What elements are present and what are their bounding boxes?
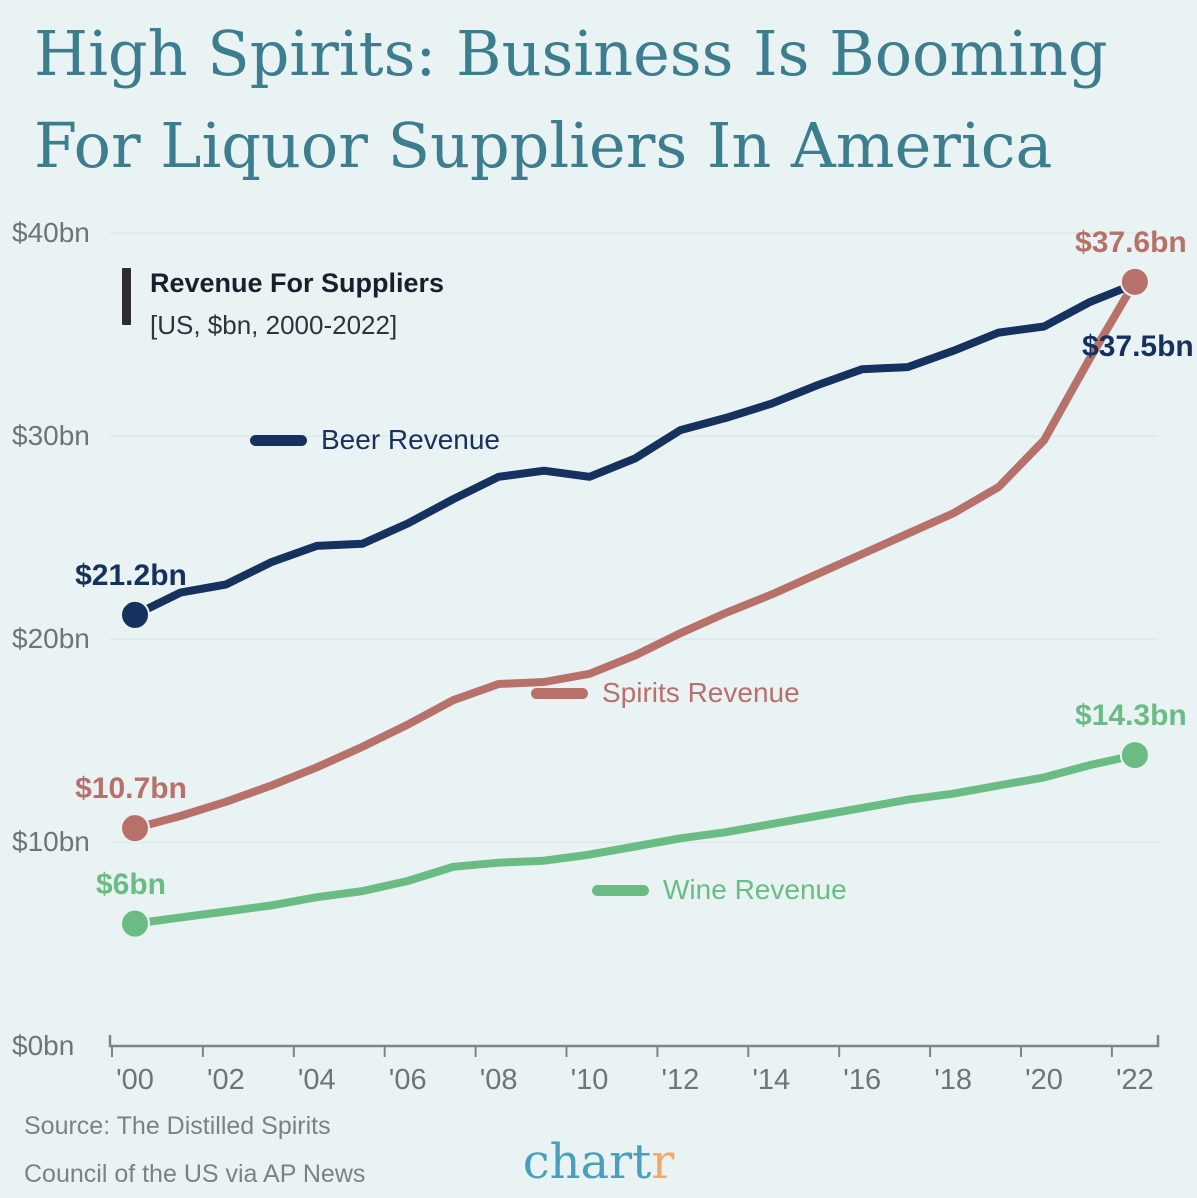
x-tick-label-2012: '12 [661,1064,700,1096]
spirits-revenue-line [131,277,1139,833]
beer-line-swatch-icon [250,434,307,446]
chartr-logo-accent: r [651,1134,675,1190]
beer-start-dot [120,599,150,630]
spirits-start-value-label: $10.7bn [75,772,187,806]
beer-revenue-line [131,279,1139,619]
legend-bar-icon [122,268,131,325]
legend-title: Revenue For Suppliers [150,268,445,298]
x-tick-label-2004: '04 [297,1064,336,1096]
chart-title-line-1: High Spirits: Business Is Booming [34,17,1108,90]
x-tick-label-2010: '10 [570,1064,609,1096]
x-tick-label-2008: '08 [479,1064,518,1096]
spirits-start-dot [120,813,150,844]
beer-end-value-label: $37.5bn [1082,329,1194,363]
chartr-logo-main: chart [522,1134,652,1190]
wine-start-dot [120,908,150,939]
beer-series-label: Beer Revenue [250,424,500,456]
x-tick-label-2000: '00 [116,1064,154,1096]
beer-series-name: Beer Revenue [321,424,501,455]
x-axis-line [108,1035,1160,1048]
wine-end-dot [1119,740,1150,771]
wine-start-value-label: $6bn [95,867,167,901]
chart-title: High Spirits: Business Is Booming For Li… [34,8,1108,192]
legend-subtitle: [US, $bn, 2000-2022] [150,310,398,340]
x-tick-label-2022: '22 [1115,1064,1154,1096]
source-attribution-line-1: Source: The Distilled Spirits [24,1112,331,1140]
source-attribution-line-2: Council of the US via AP News [24,1160,366,1188]
wine-series-label: Wine Revenue [592,874,847,906]
y-tick-label-0: $0bn [12,1029,75,1061]
beer-start-value-label: $21.2bn [75,558,187,592]
chartr-logo: chartr [0,1134,1197,1190]
y-tick-label-10: $10bn [12,826,90,858]
wine-revenue-line [131,751,1139,928]
x-tick-label-2014: '14 [752,1064,791,1096]
spirits-series-label: Spirits Revenue [531,677,800,709]
x-tick-label-2006: '06 [388,1064,427,1096]
x-tick-label-2002: '02 [206,1064,245,1096]
wine-line-swatch-icon [592,884,649,896]
spirits-line-swatch-icon [531,687,588,699]
spirits-series-name: Spirits Revenue [602,677,800,708]
x-tick-label-2018: '18 [934,1064,972,1096]
y-tick-label-20: $20bn [12,623,90,655]
y-tick-label-40: $40bn [12,217,90,249]
x-tick-label-2020: '20 [1025,1064,1063,1096]
wine-end-value-label: $14.3bn [1075,699,1187,733]
chart-title-line-2: For Liquor Suppliers In America [34,109,1053,182]
x-tick-label-2016: '16 [843,1064,882,1096]
wine-series-name: Wine Revenue [663,874,847,905]
y-tick-label-30: $30bn [12,420,90,452]
spirits-end-value-label: $37.6bn [1075,225,1187,259]
spirits-end-dot [1119,266,1150,297]
